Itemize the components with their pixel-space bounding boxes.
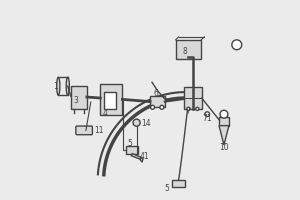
Ellipse shape [66,77,69,95]
Circle shape [232,40,242,50]
Circle shape [151,105,154,109]
Circle shape [133,119,140,126]
Bar [71,86,87,109]
Polygon shape [140,157,143,162]
Circle shape [205,112,210,117]
Text: 71: 71 [202,114,212,123]
FancyBboxPatch shape [76,126,92,135]
Circle shape [220,110,228,118]
Text: 14: 14 [141,119,151,128]
Polygon shape [131,154,141,159]
Bar [100,84,122,115]
Circle shape [196,107,199,110]
Circle shape [187,107,190,110]
Text: 41: 41 [139,152,149,161]
Text: 5: 5 [128,139,132,148]
Circle shape [160,105,164,109]
Text: 7: 7 [185,107,190,116]
Text: 6: 6 [154,89,158,98]
Text: 8: 8 [182,47,187,56]
Text: 10: 10 [219,143,229,152]
Bar [219,117,229,126]
Text: 3: 3 [74,96,78,105]
Bar [126,146,138,154]
Text: 5: 5 [165,184,170,193]
Text: 4: 4 [102,109,107,118]
Ellipse shape [57,77,60,95]
Bar [184,87,202,109]
Text: 11: 11 [94,126,104,135]
Bar [104,92,116,109]
Polygon shape [219,126,229,145]
Bar [150,96,165,107]
Text: 1: 1 [53,82,58,91]
Bar [176,40,201,59]
Bar [172,180,185,187]
